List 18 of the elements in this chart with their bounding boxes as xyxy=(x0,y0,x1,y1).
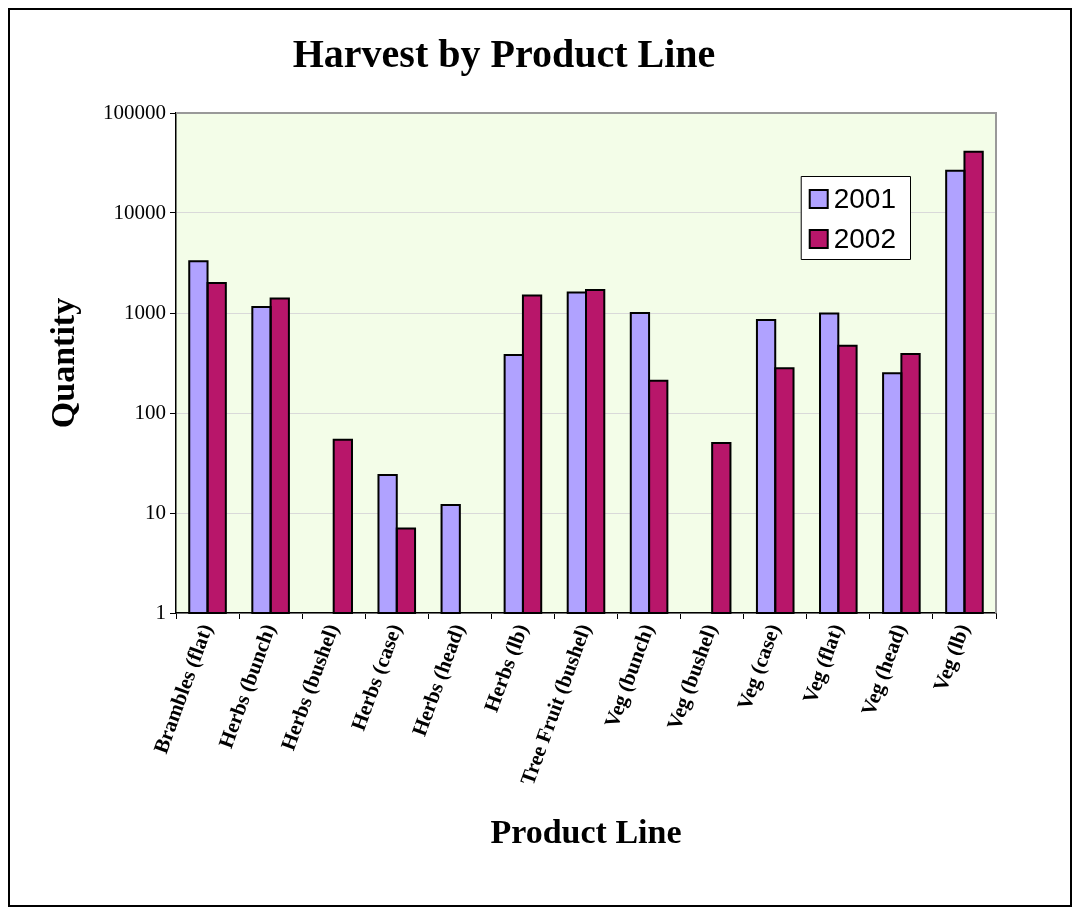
legend-label: 2002 xyxy=(833,222,897,254)
y-axis-title: Quantity xyxy=(44,297,82,429)
legend-label: 2001 xyxy=(833,182,897,214)
x-tick-label: Veg (head) xyxy=(855,620,912,719)
x-tick-label: Herbs (head) xyxy=(406,620,470,740)
x-axis-title: Product Line xyxy=(490,813,682,851)
x-tick-label: Veg (flat) xyxy=(797,620,849,707)
chart-title: Harvest by Product Line xyxy=(292,31,716,77)
y-tick-label: 10 xyxy=(145,499,166,524)
y-tick-label: 1 xyxy=(155,599,166,624)
y-tick-label: 100000 xyxy=(103,99,166,124)
y-tick-label: 1000 xyxy=(124,299,166,324)
y-tick-label: 100 xyxy=(134,399,166,424)
x-tick-label: Herbs (case) xyxy=(345,620,407,734)
x-tick-label: Veg (lb) xyxy=(927,620,975,695)
x-tick-label: Herbs (lb) xyxy=(478,620,533,715)
y-tick-label: 10000 xyxy=(113,199,166,224)
x-tick-label: Veg (case) xyxy=(731,620,786,714)
